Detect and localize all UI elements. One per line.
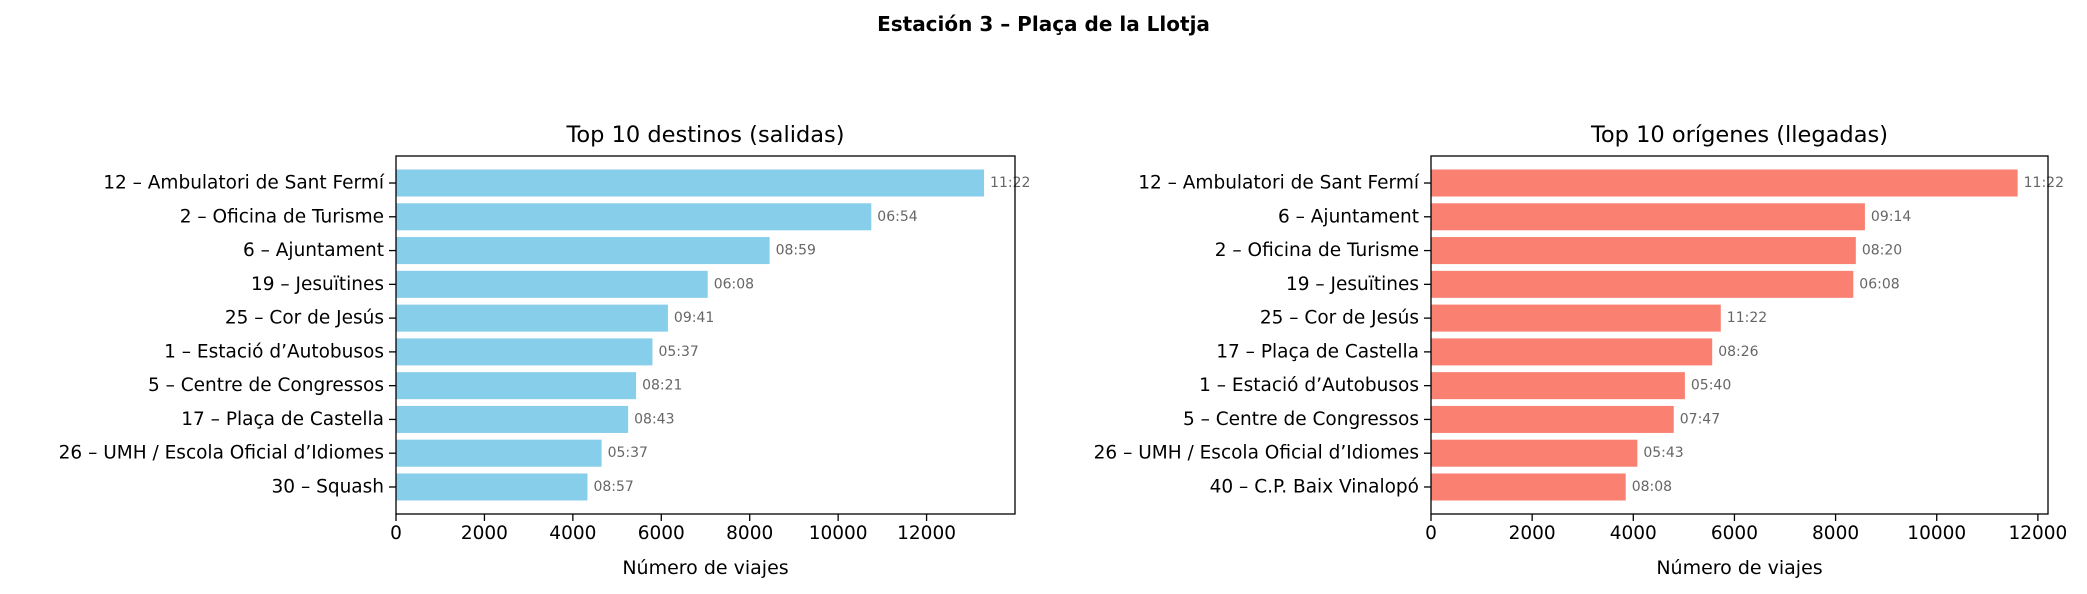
category-label-1-9: 40 – C.P. Baix Vinalopó xyxy=(1210,476,1419,497)
category-label-1-8: 26 – UMH / Escola Oficial d’Idiomes xyxy=(1094,443,1419,464)
bar-0-3 xyxy=(396,270,708,298)
bar-annotation-0-0: 11:22 xyxy=(990,175,1030,191)
bar-annotation-1-7: 07:47 xyxy=(1680,411,1720,427)
bar-1-3 xyxy=(1431,270,1854,298)
bar-annotation-1-2: 08:20 xyxy=(1862,243,1902,259)
xtick-label-0-6: 12000 xyxy=(897,523,956,544)
bar-0-7 xyxy=(396,405,629,433)
bar-0-2 xyxy=(396,237,770,265)
bar-1-0 xyxy=(1431,169,2018,197)
bar-0-8 xyxy=(396,439,602,467)
category-label-0-5: 1 – Estació d’Autobusos xyxy=(164,341,384,362)
bar-annotation-1-8: 05:43 xyxy=(1643,445,1683,461)
bar-1-6 xyxy=(1431,372,1685,400)
x-axis-label-1: Número de viajes xyxy=(1656,557,1822,579)
bar-1-2 xyxy=(1431,237,1856,265)
bar-annotation-0-3: 06:08 xyxy=(714,276,754,292)
category-label-0-3: 19 – Jesuïtines xyxy=(251,274,384,295)
xtick-label-0-2: 4000 xyxy=(549,523,596,544)
figure-suptitle: Estación 3 – Plaça de la Llotja xyxy=(877,12,1210,36)
bar-annotation-0-1: 06:54 xyxy=(877,209,917,225)
bar-1-4 xyxy=(1431,304,1721,332)
category-label-0-4: 25 – Cor de Jesús xyxy=(225,308,384,329)
xtick-label-0-1: 2000 xyxy=(461,523,508,544)
category-label-0-0: 12 – Ambulatori de Sant Fermí xyxy=(103,173,385,194)
xtick-label-0-0: 0 xyxy=(390,523,402,544)
bar-annotation-0-4: 09:41 xyxy=(674,310,714,326)
bar-annotation-1-5: 08:26 xyxy=(1718,344,1758,360)
bar-1-5 xyxy=(1431,338,1713,366)
category-label-1-2: 2 – Oficina de Turisme xyxy=(1215,240,1419,261)
category-label-1-7: 5 – Centre de Congressos xyxy=(1183,409,1419,430)
xtick-label-1-5: 10000 xyxy=(1907,523,1966,544)
xtick-label-1-0: 0 xyxy=(1425,523,1437,544)
bar-0-6 xyxy=(396,372,637,400)
xtick-label-1-2: 4000 xyxy=(1610,523,1657,544)
xtick-label-1-3: 6000 xyxy=(1711,523,1758,544)
bar-annotation-1-6: 05:40 xyxy=(1691,378,1731,394)
bar-annotation-0-9: 08:57 xyxy=(593,479,633,495)
bar-1-7 xyxy=(1431,405,1674,433)
category-label-0-1: 2 – Oficina de Turisme xyxy=(180,206,384,227)
xtick-label-1-4: 8000 xyxy=(1812,523,1859,544)
category-label-0-9: 30 – Squash xyxy=(272,476,384,497)
xtick-label-0-5: 10000 xyxy=(809,523,868,544)
xtick-label-1-6: 12000 xyxy=(2008,523,2067,544)
bar-annotation-0-5: 05:37 xyxy=(658,344,698,360)
chart-title-0: Top 10 destinos (salidas) xyxy=(565,122,844,148)
chart-title-1: Top 10 orígenes (llegadas) xyxy=(1590,122,1888,148)
bar-annotation-0-2: 08:59 xyxy=(776,243,816,259)
chart-destinos: 12 – Ambulatori de Sant Fermí 11:22 2 – Of… xyxy=(59,122,1031,579)
bar-0-9 xyxy=(396,473,588,501)
x-axis-label-0: Número de viajes xyxy=(622,557,788,579)
category-label-1-3: 19 – Jesuïtines xyxy=(1286,274,1419,295)
chart-origenes: 12 – Ambulatori de Sant Fermí 11:22 6 – Aj… xyxy=(1094,122,2068,579)
bar-1-9 xyxy=(1431,473,1626,501)
bar-0-5 xyxy=(396,338,653,366)
category-label-0-2: 6 – Ajuntament xyxy=(243,240,384,261)
bar-1-1 xyxy=(1431,203,1865,231)
category-label-1-6: 1 – Estació d’Autobusos xyxy=(1199,375,1419,396)
axes-frame-1 xyxy=(1430,155,2049,515)
category-label-1-4: 25 – Cor de Jesús xyxy=(1260,308,1419,329)
bar-annotation-1-4: 11:22 xyxy=(1727,310,1767,326)
category-label-0-6: 5 – Centre de Congressos xyxy=(148,375,384,396)
category-label-0-8: 26 – UMH / Escola Oficial d’Idiomes xyxy=(59,443,384,464)
xtick-label-1-1: 2000 xyxy=(1509,523,1556,544)
bar-annotation-0-6: 08:21 xyxy=(642,378,682,394)
bar-annotation-1-0: 11:22 xyxy=(2024,175,2064,191)
bar-annotation-0-8: 05:37 xyxy=(608,445,648,461)
category-label-1-1: 6 – Ajuntament xyxy=(1278,206,1419,227)
bar-0-0 xyxy=(396,169,985,197)
bar-0-4 xyxy=(396,304,668,332)
xtick-label-0-3: 6000 xyxy=(638,523,685,544)
xtick-label-0-4: 8000 xyxy=(726,523,773,544)
bar-annotation-1-1: 09:14 xyxy=(1871,209,1911,225)
axes-frame-0 xyxy=(395,155,1016,515)
category-label-1-5: 17 – Plaça de Castella xyxy=(1216,341,1419,362)
bar-1-8 xyxy=(1431,439,1638,467)
category-label-0-7: 17 – Plaça de Castella xyxy=(181,409,384,430)
bar-annotation-0-7: 08:43 xyxy=(634,411,674,427)
bar-annotation-1-9: 08:08 xyxy=(1632,479,1672,495)
category-label-1-0: 12 – Ambulatori de Sant Fermí xyxy=(1138,173,1420,194)
bar-annotation-1-3: 06:08 xyxy=(1859,276,1899,292)
bar-0-1 xyxy=(396,203,872,231)
